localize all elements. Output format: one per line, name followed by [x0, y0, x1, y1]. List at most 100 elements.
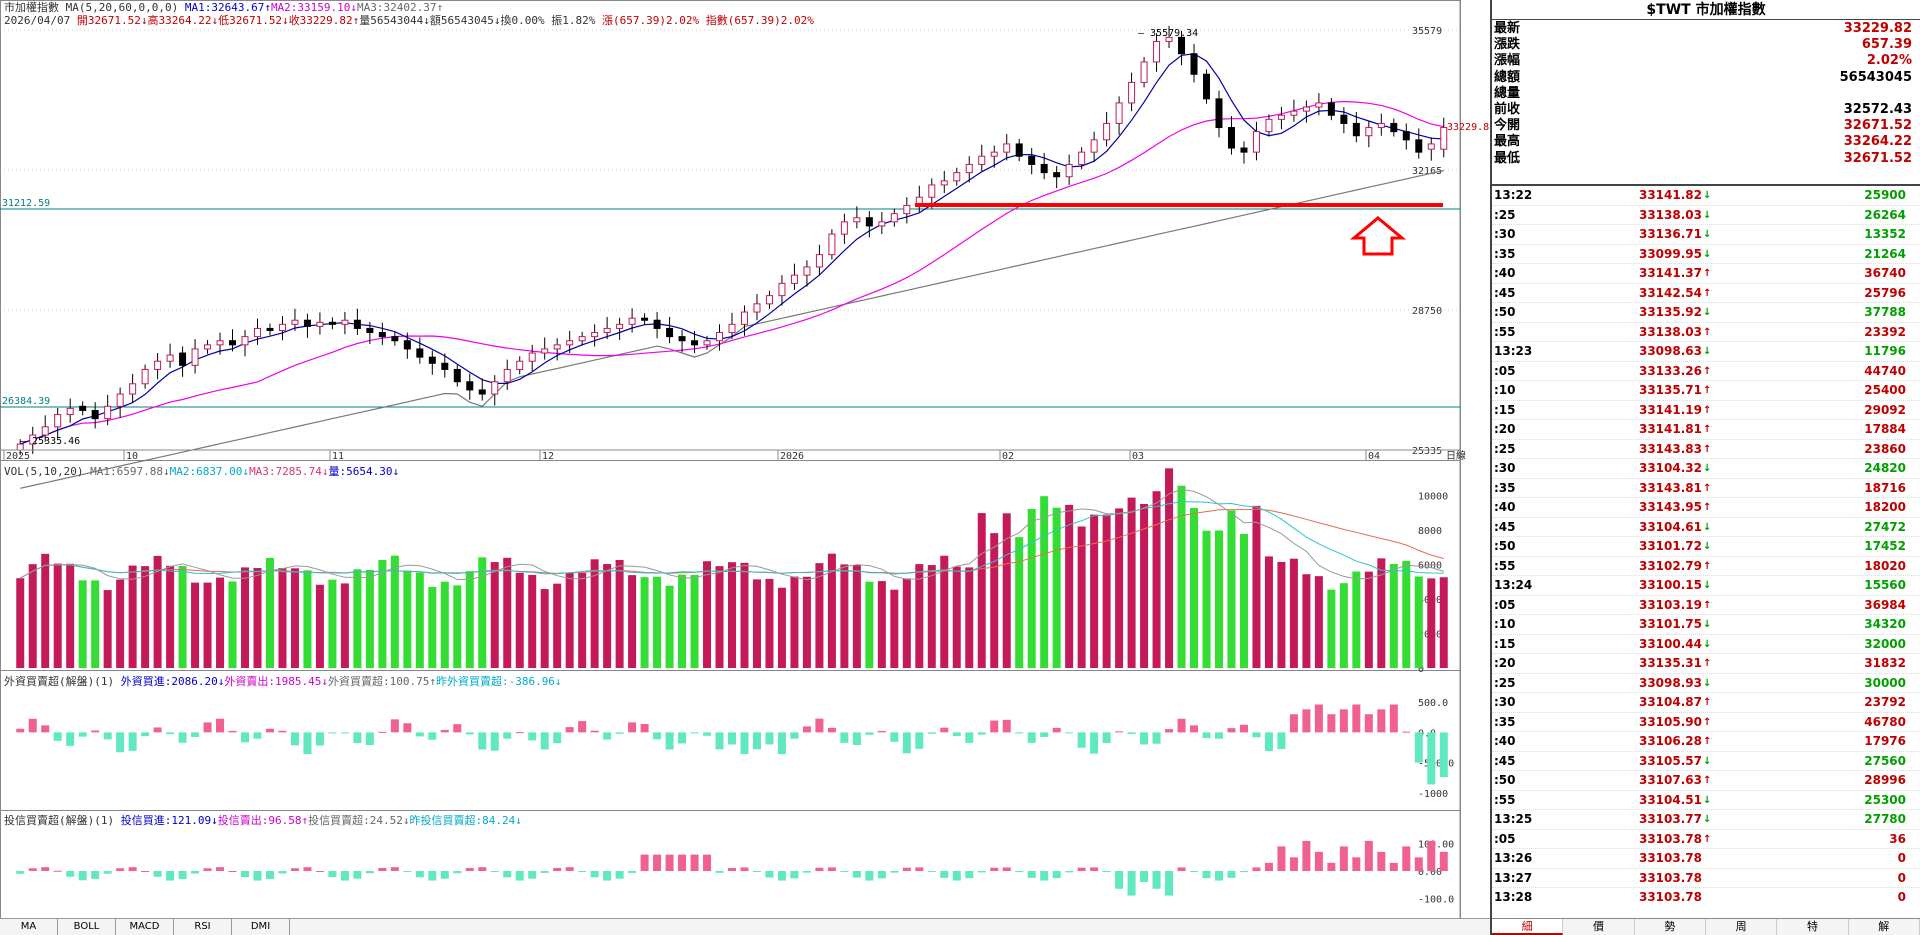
tick-row[interactable]: :05 33103.78 ↑ 36 — [1492, 830, 1920, 849]
tick-row[interactable]: 13:26 33103.78 0 — [1492, 849, 1920, 869]
foreign-bar — [241, 732, 250, 743]
tick-row[interactable]: :15 33100.44 ↓ 32000 — [1492, 635, 1920, 654]
foreign-bar — [1115, 731, 1124, 733]
tab-analysis[interactable]: 解 — [1849, 919, 1920, 935]
tick-row[interactable]: 13:27 33103.78 0 — [1492, 869, 1920, 888]
tick-row[interactable]: :55 33104.51 ↓ 25300 — [1492, 791, 1920, 810]
tick-row[interactable]: :05 33133.26 ↑ 44740 — [1492, 362, 1920, 381]
tab-trend[interactable]: 勢 — [1635, 919, 1706, 935]
candle-body — [953, 172, 961, 182]
tick-row[interactable]: :35 33105.90 ↑ 46780 — [1492, 713, 1920, 732]
tick-row[interactable]: :30 33104.32 ↓ 24820 — [1492, 459, 1920, 479]
trust-bar — [1277, 846, 1286, 871]
candle-body — [1190, 53, 1198, 75]
foreign-bar — [777, 732, 786, 755]
tick-row[interactable]: :15 33141.19 ↑ 29092 — [1492, 401, 1920, 420]
volume-bar — [66, 563, 75, 668]
tick-row[interactable]: 13:23 33098.63 ↓ 11796 — [1492, 342, 1920, 362]
trust-bar — [290, 868, 299, 871]
volume-bar — [1264, 556, 1273, 668]
tick-row[interactable]: 13:25 33103.77 ↓ 27780 — [1492, 810, 1920, 830]
tick-row[interactable]: :25 33098.93 ↓ 30000 — [1492, 674, 1920, 693]
summary-label: 最新 — [1494, 21, 1521, 36]
tick-price: 33135.31 — [1638, 656, 1702, 670]
trust-bar — [528, 871, 537, 879]
tick-row[interactable]: :40 33143.95 ↑ 18200 — [1492, 498, 1920, 518]
foreign-bar — [565, 727, 574, 733]
tick-row[interactable]: :25 33143.83 ↑ 23860 — [1492, 440, 1920, 459]
tab-detail[interactable]: 細 — [1492, 919, 1564, 935]
summary-label: 總量 — [1494, 85, 1521, 101]
tick-row[interactable]: :20 33135.31 ↑ 31832 — [1492, 654, 1920, 674]
tick-row[interactable]: :25 33138.03 ↓ 26264 — [1492, 206, 1920, 225]
tab-boll[interactable]: BOLL — [58, 919, 116, 935]
foreign-bar — [815, 718, 824, 733]
foreign-bar — [365, 732, 374, 746]
candle-body — [1115, 102, 1123, 124]
tick-row[interactable]: :30 33136.71 ↓ 13352 — [1492, 225, 1920, 245]
volume-bar — [752, 579, 761, 668]
trust-bar — [1302, 840, 1311, 871]
tick-arrow: ↓ — [1703, 209, 1712, 221]
tick-price: 33141.81 — [1638, 422, 1702, 436]
tick-row[interactable]: :55 33138.03 ↑ 23392 — [1492, 323, 1920, 342]
trust-axis-label: 0.00 — [1418, 867, 1442, 878]
trust-bar — [728, 867, 736, 871]
tick-row[interactable]: :40 33141.37 ↑ 36740 — [1492, 264, 1920, 284]
tick-row[interactable]: :10 33101.75 ↓ 34320 — [1492, 615, 1920, 635]
tick-row[interactable]: :30 33104.87 ↑ 23792 — [1492, 693, 1920, 713]
tab-ma[interactable]: MA — [0, 919, 58, 935]
candle-body — [1302, 106, 1310, 112]
foreign-bar — [802, 726, 811, 733]
volume-bar — [565, 572, 574, 668]
trust-bar — [952, 871, 961, 881]
tick-row[interactable]: :50 33135.92 ↓ 37788 — [1492, 303, 1920, 323]
foreign-bar — [1327, 714, 1336, 733]
trust-bar — [328, 871, 337, 878]
tick-row[interactable]: :50 33107.63 ↑ 28996 — [1492, 771, 1920, 791]
summary-value: 56543045 — [1839, 69, 1912, 85]
tab-dmi[interactable]: DMI — [232, 919, 290, 935]
tick-row[interactable]: :55 33102.79 ↑ 18020 — [1492, 557, 1920, 576]
tick-arrow: ↑ — [1703, 326, 1712, 338]
foreign-bar — [103, 732, 112, 740]
volume-bar — [216, 577, 225, 668]
tick-row[interactable]: 13:24 33100.15 ↓ 15560 — [1492, 576, 1920, 596]
tick-row[interactable]: :40 33106.28 ↑ 17976 — [1492, 732, 1920, 752]
tick-row[interactable]: :20 33141.81 ↑ 17884 — [1492, 420, 1920, 440]
tick-row[interactable]: 13:28 33103.78 0 — [1492, 888, 1920, 906]
tick-row[interactable]: :45 33104.61 ↓ 27472 — [1492, 518, 1920, 537]
legend-item: 外資賣出:1985.45↓ — [224, 675, 328, 688]
tick-row[interactable]: :35 33099.95 ↓ 21264 — [1492, 245, 1920, 264]
tick-time: :55 — [1494, 792, 1516, 807]
tick-row[interactable]: :50 33101.72 ↓ 17452 — [1492, 537, 1920, 557]
foreign-bar — [603, 732, 612, 740]
summary-row: 漲幅 2.02% — [1492, 53, 1920, 69]
foreign-bar — [927, 732, 936, 734]
tick-row[interactable]: :35 33143.81 ↑ 18716 — [1492, 479, 1920, 498]
chart-canvas[interactable]: 35579 32165 28750 25335 31212.59 26384.39 — 35… — [0, 0, 1490, 918]
trust-bar — [253, 871, 262, 881]
chart-area[interactable]: 35579 32165 28750 25335 31212.59 26384.39 — 35… — [0, 0, 1490, 935]
tick-price: 33136.71 — [1638, 227, 1702, 241]
volume-bar — [877, 581, 886, 668]
tick-row[interactable]: :05 33103.19 ↑ 36984 — [1492, 596, 1920, 615]
legend-item: 投信買賣超(解盤)(1) — [4, 814, 121, 827]
tab-period[interactable]: 周 — [1706, 919, 1778, 935]
tick-volume: 17452 — [1864, 539, 1906, 553]
volume-bar — [340, 583, 349, 668]
volume-bar — [653, 576, 662, 668]
tab-price[interactable]: 價 — [1563, 919, 1635, 935]
tick-list[interactable]: 13:22 33141.82 ↓ 25900:25 33138.03 ↓ 26264:30 3… — [1492, 186, 1920, 906]
tab-rsi[interactable]: RSI — [174, 919, 232, 935]
tick-row[interactable]: :45 33105.57 ↓ 27560 — [1492, 752, 1920, 771]
tick-row[interactable]: :10 33135.71 ↑ 25400 — [1492, 381, 1920, 401]
tab-special[interactable]: 特 — [1777, 919, 1849, 935]
tick-time: :35 — [1494, 246, 1516, 261]
tick-row[interactable]: 13:22 33141.82 ↓ 25900 — [1492, 186, 1920, 206]
tick-volume: 27472 — [1864, 519, 1906, 534]
tick-row[interactable]: :45 33142.54 ↑ 25796 — [1492, 284, 1920, 303]
tab-macd[interactable]: MACD — [116, 919, 174, 935]
legend-item: 市加權指數 MA(5,20,60,0,0,0) — [4, 1, 185, 14]
tick-time: :25 — [1494, 441, 1516, 456]
